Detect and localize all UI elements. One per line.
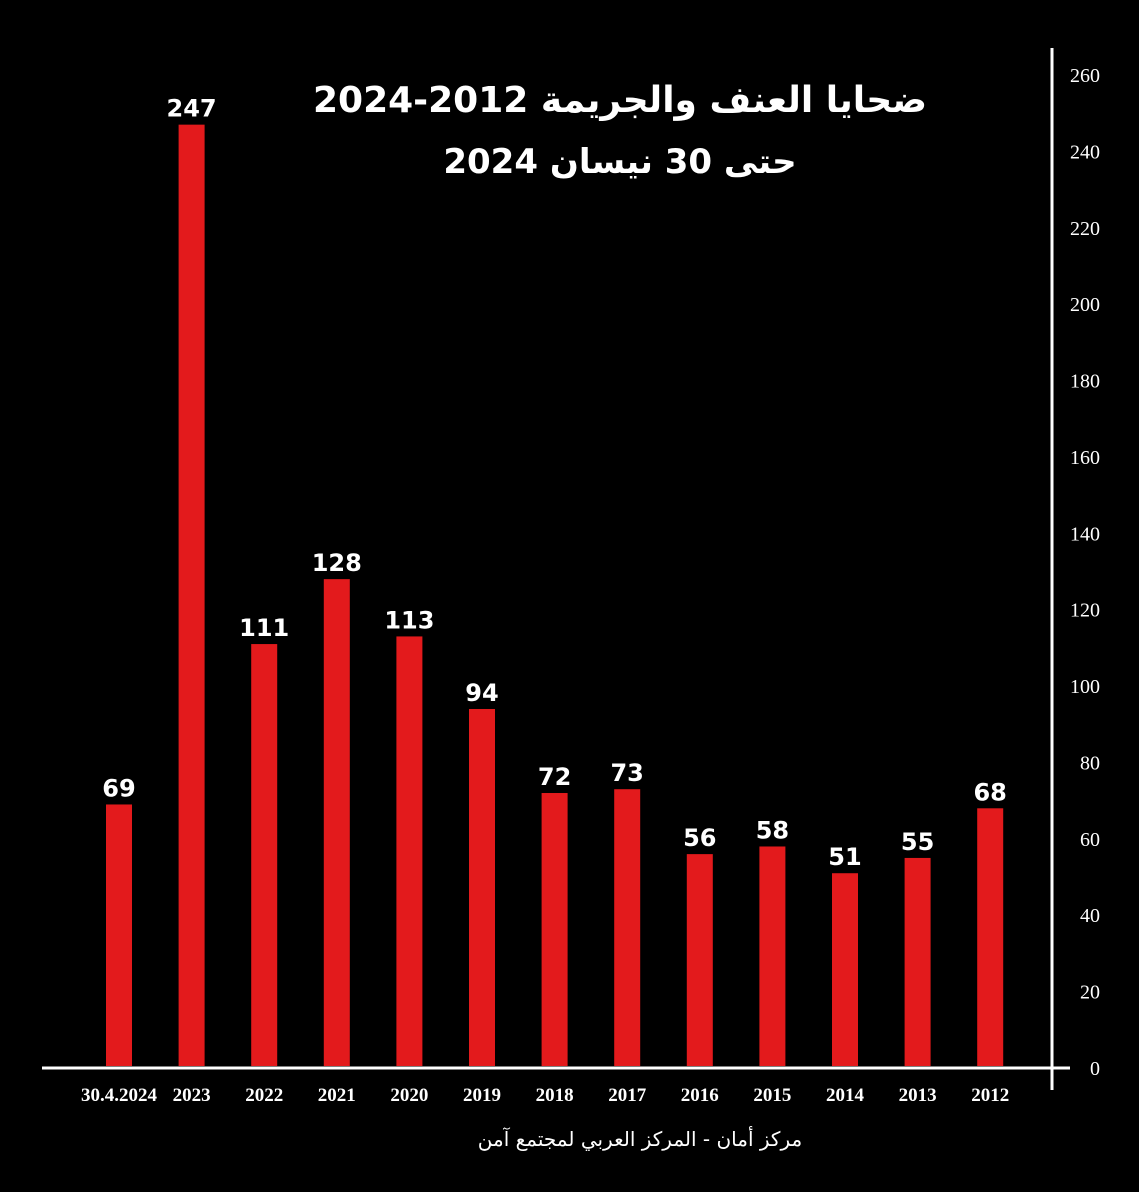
x-tick-label: 2012: [971, 1085, 1009, 1106]
bar: [686, 854, 713, 1066]
x-tick-label: 30.4.2024: [81, 1085, 158, 1106]
y-tick-label: 0: [1090, 1058, 1100, 1080]
bar: [614, 789, 641, 1066]
bar-value-label: 68: [973, 778, 1006, 806]
x-tick-label: 2018: [536, 1085, 574, 1106]
y-tick-label: 140: [1070, 523, 1100, 545]
bar-value-label: 113: [384, 606, 434, 634]
x-tick-label: 2015: [753, 1085, 791, 1106]
chart-subtitle: حتى 30 نيسان 2024: [443, 142, 797, 182]
y-tick-label: 40: [1080, 905, 1100, 927]
bar: [541, 793, 568, 1066]
bar: [832, 873, 858, 1066]
bar: [106, 804, 132, 1066]
x-tick-label: 2017: [608, 1085, 647, 1106]
bar: [977, 808, 1004, 1066]
x-tick-label: 2016: [681, 1085, 719, 1106]
bar-value-label: 51: [828, 843, 861, 871]
bar-value-label: 111: [239, 614, 289, 642]
bar-value-label: 56: [683, 824, 716, 852]
source-credit: مركز أمان - المركز العربي لمجتمع آمن: [477, 1127, 803, 1151]
bar-value-label: 247: [167, 95, 217, 123]
y-tick-label: 200: [1070, 294, 1100, 316]
bar: [469, 708, 495, 1066]
x-tick-label: 2013: [899, 1085, 937, 1106]
bar: [759, 846, 786, 1066]
bar-value-label: 58: [756, 816, 789, 844]
x-tick-label: 2019: [463, 1085, 501, 1106]
x-tick-label: 2023: [173, 1085, 211, 1106]
x-tick-label: 2020: [390, 1085, 428, 1106]
bar-value-label: 128: [312, 549, 362, 577]
y-tick-label: 220: [1070, 218, 1100, 240]
x-tick-label: 2021: [318, 1085, 356, 1106]
bar: [904, 857, 931, 1066]
y-tick-label: 60: [1080, 829, 1100, 851]
y-tick-label: 100: [1070, 676, 1100, 698]
y-tick-label: 160: [1070, 447, 1100, 469]
bar-value-label: 72: [538, 763, 571, 791]
bar: [396, 636, 423, 1066]
x-tick-label: 2022: [245, 1085, 283, 1106]
x-tick-label: 2014: [826, 1085, 865, 1106]
bar-value-label: 73: [610, 759, 643, 787]
bar-value-label: 94: [465, 679, 498, 707]
y-tick-label: 80: [1080, 752, 1100, 774]
bar-value-label: 55: [901, 828, 934, 856]
y-tick-label: 120: [1070, 600, 1100, 622]
chart-title: ضحايا العنف والجريمة 2012-2024: [312, 80, 928, 121]
y-tick-label: 240: [1070, 141, 1100, 163]
y-tick-label: 180: [1070, 371, 1100, 393]
bar: [178, 124, 205, 1066]
bar: [251, 644, 278, 1066]
bar: [323, 579, 350, 1066]
bar-value-label: 69: [102, 774, 135, 802]
y-tick-label: 260: [1070, 65, 1100, 87]
y-tick-label: 20: [1080, 982, 1100, 1004]
